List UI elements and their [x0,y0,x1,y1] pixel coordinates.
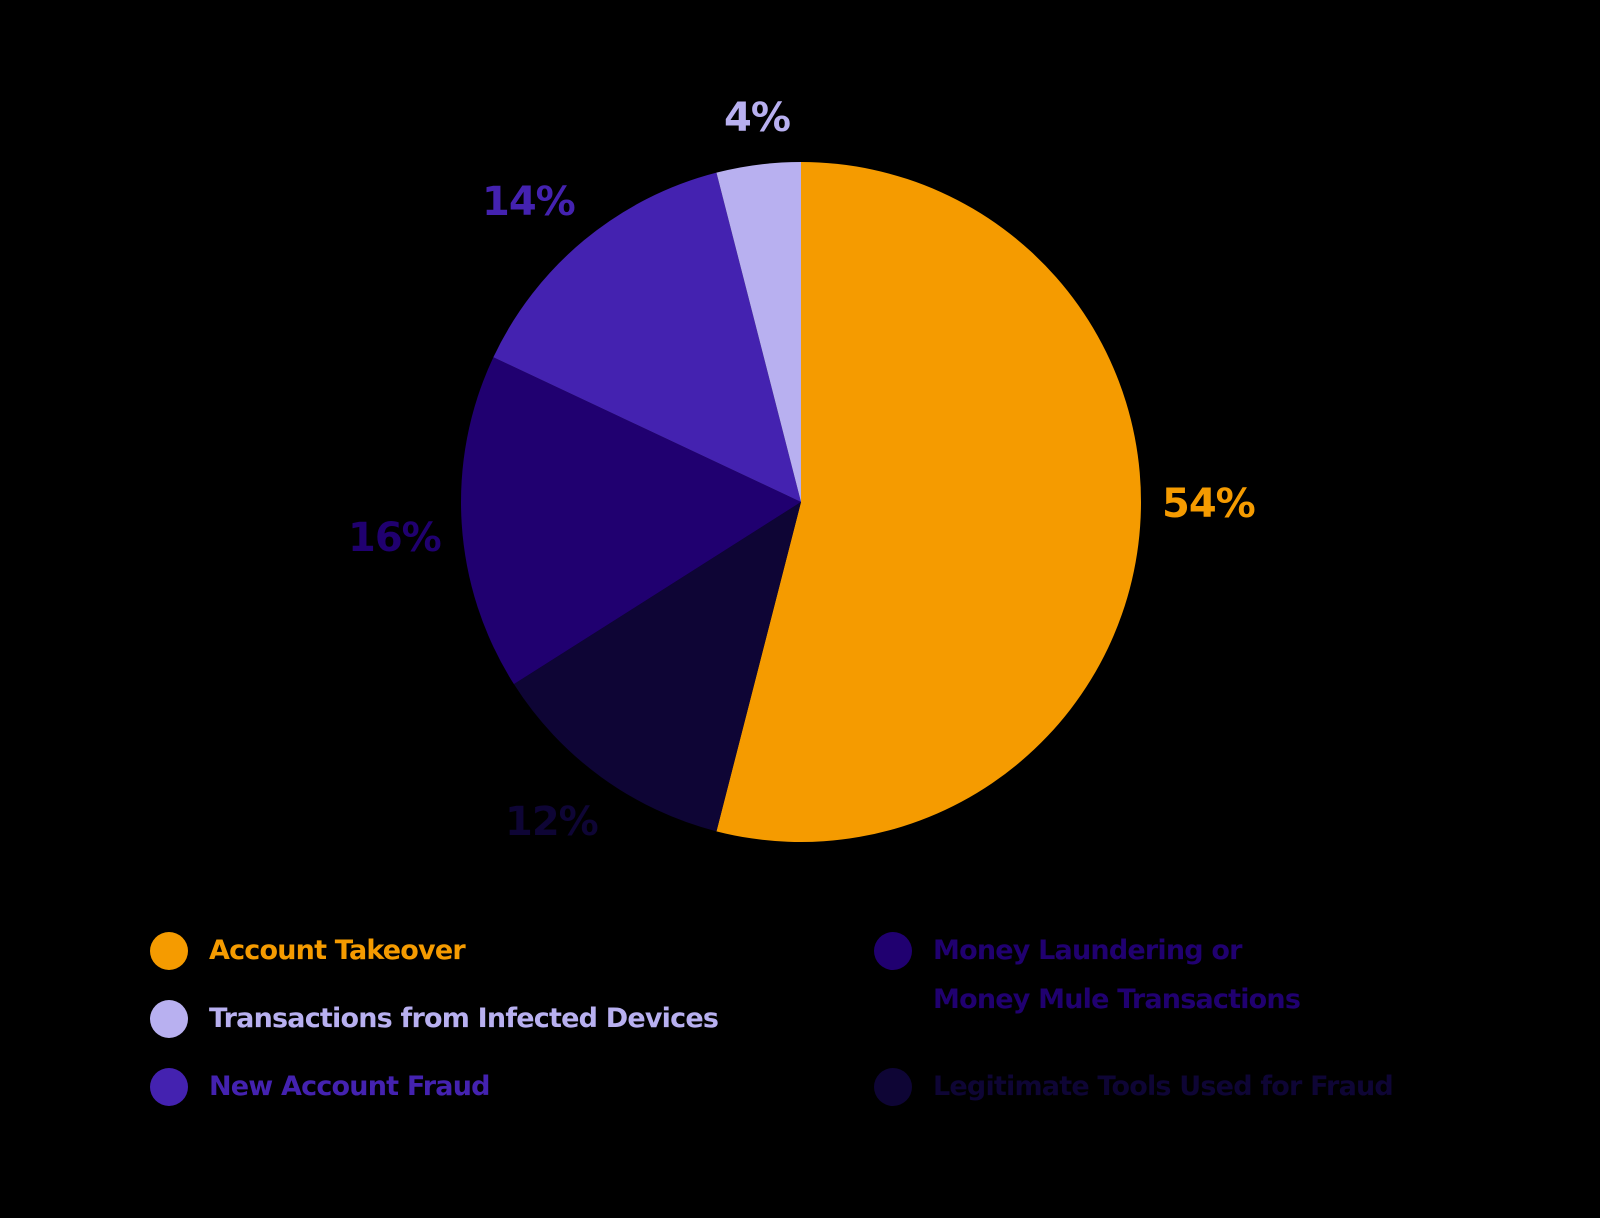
legend-item-infected-devices: Transactions from Infected Devices [150,1000,719,1044]
label-money-laundering: 16% [348,515,442,561]
legend-dot-icon [874,932,912,970]
pie-slice-legitimate-tools-used-for-fraud [513,502,801,832]
legend-label: Money Laundering or Money Mule Transacti… [933,926,1301,1025]
legend-label: Transactions from Infected Devices [209,1003,719,1034]
pie-slice-transactions-from-infected-devices [716,162,801,502]
legend-dot-icon [150,1000,188,1038]
pie-slice-money-laundering-or-money-mule-transactions [461,357,801,685]
label-account-takeover: 54% [1162,481,1256,527]
legend-dot-icon [874,1068,912,1106]
legend-label: Account Takeover [209,935,466,966]
pie-slice-account-takeover [716,162,1141,843]
legend-label-line1: Money Laundering or [933,935,1242,966]
legend-label: New Account Fraud [209,1071,490,1102]
legend-item-account-takeover: Account Takeover [150,932,466,976]
legend-dot-icon [150,932,188,970]
legend-item-money-laundering: Money Laundering or Money Mule Transacti… [874,932,1301,1025]
legend-dot-icon [150,1068,188,1106]
pie-slices [461,162,1141,843]
legend-label: Legitimate Tools Used for Fraud [933,1071,1394,1102]
label-legit-tools: 12% [505,799,599,845]
legend-label-line2: Money Mule Transactions [933,984,1301,1015]
legend-item-legit-tools: Legitimate Tools Used for Fraud [874,1068,1394,1112]
legend-item-new-account-fraud: New Account Fraud [150,1068,490,1112]
pie-slice-new-account-fraud [493,172,801,502]
label-infected-devices: 4% [724,95,791,141]
label-new-account-fraud: 14% [482,179,576,225]
